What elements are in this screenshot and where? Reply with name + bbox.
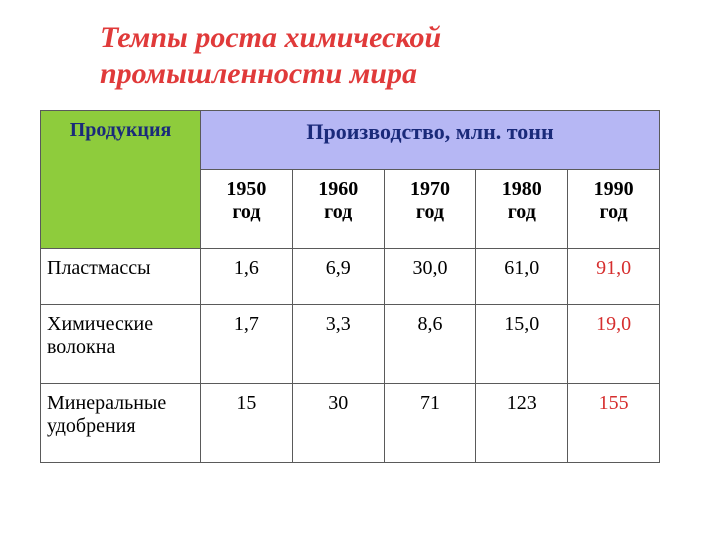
table-row: Пластмассы 1,6 6,9 30,0 61,0 91,0	[41, 249, 660, 305]
cell: 3,3	[292, 305, 384, 384]
table-row: Минеральные удобрения 15 30 71 123 155	[41, 384, 660, 463]
year-suffix: год	[324, 201, 352, 223]
cell: 155	[568, 384, 660, 463]
year-suffix: год	[600, 201, 628, 223]
table-header-row-1: Продукция Производство, млн. тонн	[41, 111, 660, 170]
row-label: Пластмассы	[41, 249, 201, 305]
table-body: Пластмассы 1,6 6,9 30,0 61,0 91,0 Химиче…	[41, 249, 660, 463]
cell: 123	[476, 384, 568, 463]
cell: 1,6	[201, 249, 293, 305]
cell: 19,0	[568, 305, 660, 384]
year-suffix: год	[508, 201, 536, 223]
year-label: 1970	[410, 178, 450, 200]
cell: 8,6	[384, 305, 476, 384]
col-header-year-3: 1980 год	[476, 170, 568, 249]
year-label: 1960	[318, 178, 358, 200]
col-header-year-4: 1990 год	[568, 170, 660, 249]
year-label: 1990	[594, 178, 634, 200]
table-row: Химические волокна 1,7 3,3 8,6 15,0 19,0	[41, 305, 660, 384]
cell: 15,0	[476, 305, 568, 384]
col-header-product: Продукция	[41, 111, 201, 249]
year-label: 1980	[502, 178, 542, 200]
cell: 6,9	[292, 249, 384, 305]
growth-table: Продукция Производство, млн. тонн 1950 г…	[40, 110, 660, 463]
col-header-year-2: 1970 год	[384, 170, 476, 249]
cell: 71	[384, 384, 476, 463]
cell: 15	[201, 384, 293, 463]
slide: Темпы роста химической промышленности ми…	[0, 0, 720, 540]
col-header-year-0: 1950 год	[201, 170, 293, 249]
year-suffix: год	[416, 201, 444, 223]
cell: 30	[292, 384, 384, 463]
table-head: Продукция Производство, млн. тонн 1950 г…	[41, 111, 660, 249]
cell: 91,0	[568, 249, 660, 305]
year-suffix: год	[232, 201, 260, 223]
col-header-year-1: 1960 год	[292, 170, 384, 249]
row-label: Минеральные удобрения	[41, 384, 201, 463]
cell: 1,7	[201, 305, 293, 384]
slide-title: Темпы роста химической промышленности ми…	[100, 20, 680, 92]
cell: 30,0	[384, 249, 476, 305]
row-label: Химические волокна	[41, 305, 201, 384]
cell: 61,0	[476, 249, 568, 305]
col-header-production: Производство, млн. тонн	[201, 111, 660, 170]
year-label: 1950	[226, 178, 266, 200]
